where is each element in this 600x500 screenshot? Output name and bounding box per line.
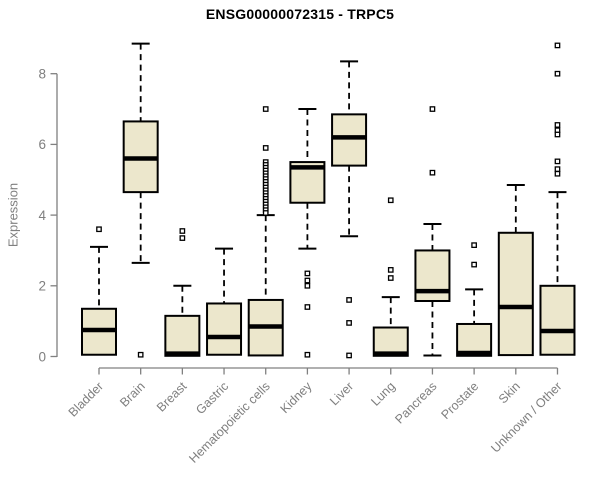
- boxplot-pancreas: [414, 106, 451, 357]
- outlier-point: [429, 169, 436, 176]
- outlier-point: [346, 320, 352, 326]
- boxplot-breast: [164, 228, 201, 357]
- outlier-point: [304, 270, 311, 277]
- x-tick-label-gastric: Gastric: [193, 379, 231, 417]
- x-tick-label-lung: Lung: [368, 379, 398, 409]
- y-tick-label: 8: [38, 67, 46, 82]
- outlier-point: [554, 131, 561, 138]
- outlier-point: [554, 70, 561, 77]
- boxplot-liver: [331, 60, 368, 359]
- y-tick-label: 0: [38, 349, 46, 364]
- boxplot-bladder: [81, 226, 117, 356]
- outlier-point: [137, 351, 144, 358]
- outlier-point: [471, 261, 477, 268]
- boxplot-prostate: [456, 242, 493, 357]
- chart-title: ENSG00000072315 - TRPC5: [205, 6, 395, 22]
- x-tick-label-kidney: Kidney: [278, 379, 315, 416]
- y-tick-label: 4: [38, 208, 46, 223]
- boxplot-brain: [122, 42, 159, 358]
- iqr-box: [539, 284, 576, 356]
- outlier-point: [304, 351, 311, 358]
- outlier-point: [429, 106, 436, 112]
- outlier-point: [304, 277, 311, 284]
- x-tick-label-unknown-other: Unknown / Other: [488, 379, 564, 455]
- outlier-point: [387, 267, 394, 273]
- outlier-point: [179, 235, 186, 241]
- outlier-point: [304, 304, 311, 310]
- outlier-point: [387, 197, 394, 204]
- iqr-box: [372, 326, 409, 357]
- outlier-point: [96, 226, 102, 233]
- boxplot-skin: [497, 184, 534, 357]
- x-tick-label-brain: Brain: [117, 379, 148, 410]
- iqr-box: [164, 314, 201, 357]
- outlier-point: [304, 282, 311, 289]
- x-tick-label-prostate: Prostate: [438, 379, 481, 422]
- outlier-point: [554, 122, 561, 128]
- x-tick-label-liver: Liver: [327, 379, 356, 408]
- iqr-box: [414, 249, 451, 303]
- outlier-point: [346, 297, 352, 303]
- iqr-box: [456, 322, 493, 357]
- outlier-point: [179, 228, 186, 234]
- boxplot-gastric: [206, 247, 243, 356]
- boxplot-unknown-other: [539, 42, 576, 356]
- x-tick-label-skin: Skin: [496, 379, 523, 406]
- outlier-point: [262, 106, 269, 112]
- outlier-point: [387, 275, 394, 281]
- iqr-box: [497, 231, 534, 357]
- boxplot-lung: [372, 197, 409, 357]
- x-tick-label-bladder: Bladder: [66, 379, 106, 419]
- iqr-box: [331, 113, 368, 167]
- outlier-point: [554, 158, 561, 165]
- outlier-point: [554, 42, 561, 49]
- y-axis-title: Expression: [5, 182, 21, 248]
- outlier-point: [262, 210, 269, 216]
- x-tick-label-breast: Breast: [154, 379, 190, 415]
- outlier-point: [554, 170, 561, 177]
- boxplot-hematopoietic-cells: [247, 106, 284, 357]
- y-tick-label: 6: [38, 137, 46, 152]
- outlier-point: [554, 166, 561, 172]
- y-tick-label: 2: [38, 279, 46, 294]
- boxplot-kidney: [289, 108, 326, 358]
- x-tick-label-pancreas: Pancreas: [392, 379, 439, 426]
- iqr-box: [206, 302, 243, 356]
- outlier-point: [346, 352, 352, 359]
- outlier-point: [262, 145, 269, 151]
- x-tick-label-hematopoietic-cells: Hematopoietic cells: [186, 379, 273, 466]
- outlier-point: [471, 242, 477, 248]
